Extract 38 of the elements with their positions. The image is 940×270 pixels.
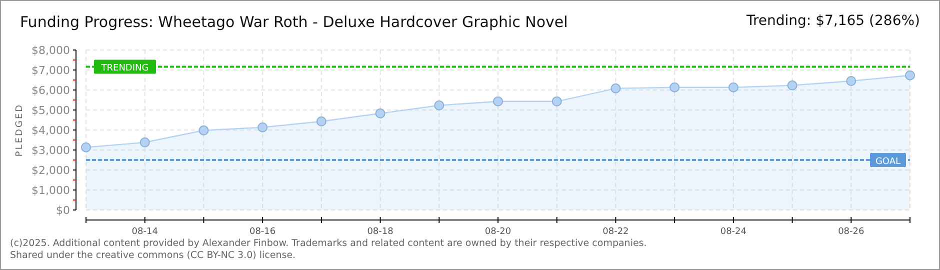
point: [787, 80, 798, 90]
point: [140, 137, 150, 148]
point: [375, 108, 386, 118]
point: [81, 142, 91, 152]
x-tick-label: 08-22: [602, 227, 629, 237]
y-axis-title: PLEDGED: [15, 103, 25, 157]
chart-subtitle: Trending: $7,165 (286%): [745, 13, 920, 29]
y-tick-label: $4,000: [32, 124, 70, 137]
point: [552, 96, 562, 106]
point: [846, 76, 856, 86]
x-tick-label: 08-16: [249, 227, 276, 237]
y-tick-label: $3,000: [32, 144, 70, 157]
y-tick-label: $8,000: [32, 44, 70, 57]
point: [905, 70, 915, 80]
y-tick-label: $7,000: [32, 64, 70, 77]
text: (c)2025. Additional content provided by Alexander Finbow. Trademarks and related content are owned by their respective companies.: [10, 238, 647, 249]
point: [670, 82, 680, 92]
x-tick-label: 08-14: [132, 227, 158, 237]
y-tick-label: $6,000: [32, 84, 70, 97]
y-tick-label: $5,000: [32, 104, 70, 117]
y-tick-label: $0: [56, 204, 70, 217]
point: [198, 125, 209, 136]
x-tick-label: 08-26: [838, 227, 864, 237]
ref-line-label: GOAL: [875, 157, 901, 167]
x-tick-label: 08-24: [720, 227, 747, 237]
chart-title: Funding Progress: Wheetago War Roth - Deluxe Hardcover Graphic Novel: [20, 13, 568, 31]
y-tick-label: $2,000: [32, 164, 70, 177]
point: [258, 122, 268, 132]
x-tick-label: 08-20: [484, 227, 512, 237]
x-tick-label: 08-18: [367, 227, 394, 237]
point: [728, 82, 738, 92]
point: [316, 116, 326, 126]
ref-line-label: TRENDING: [100, 64, 149, 74]
point: [493, 96, 503, 106]
text: Shared under the creative commons (CC BY-NC 3.0) license.: [10, 250, 296, 261]
point: [434, 100, 444, 110]
y-tick-label: $1,000: [32, 184, 70, 197]
point: [610, 83, 621, 94]
